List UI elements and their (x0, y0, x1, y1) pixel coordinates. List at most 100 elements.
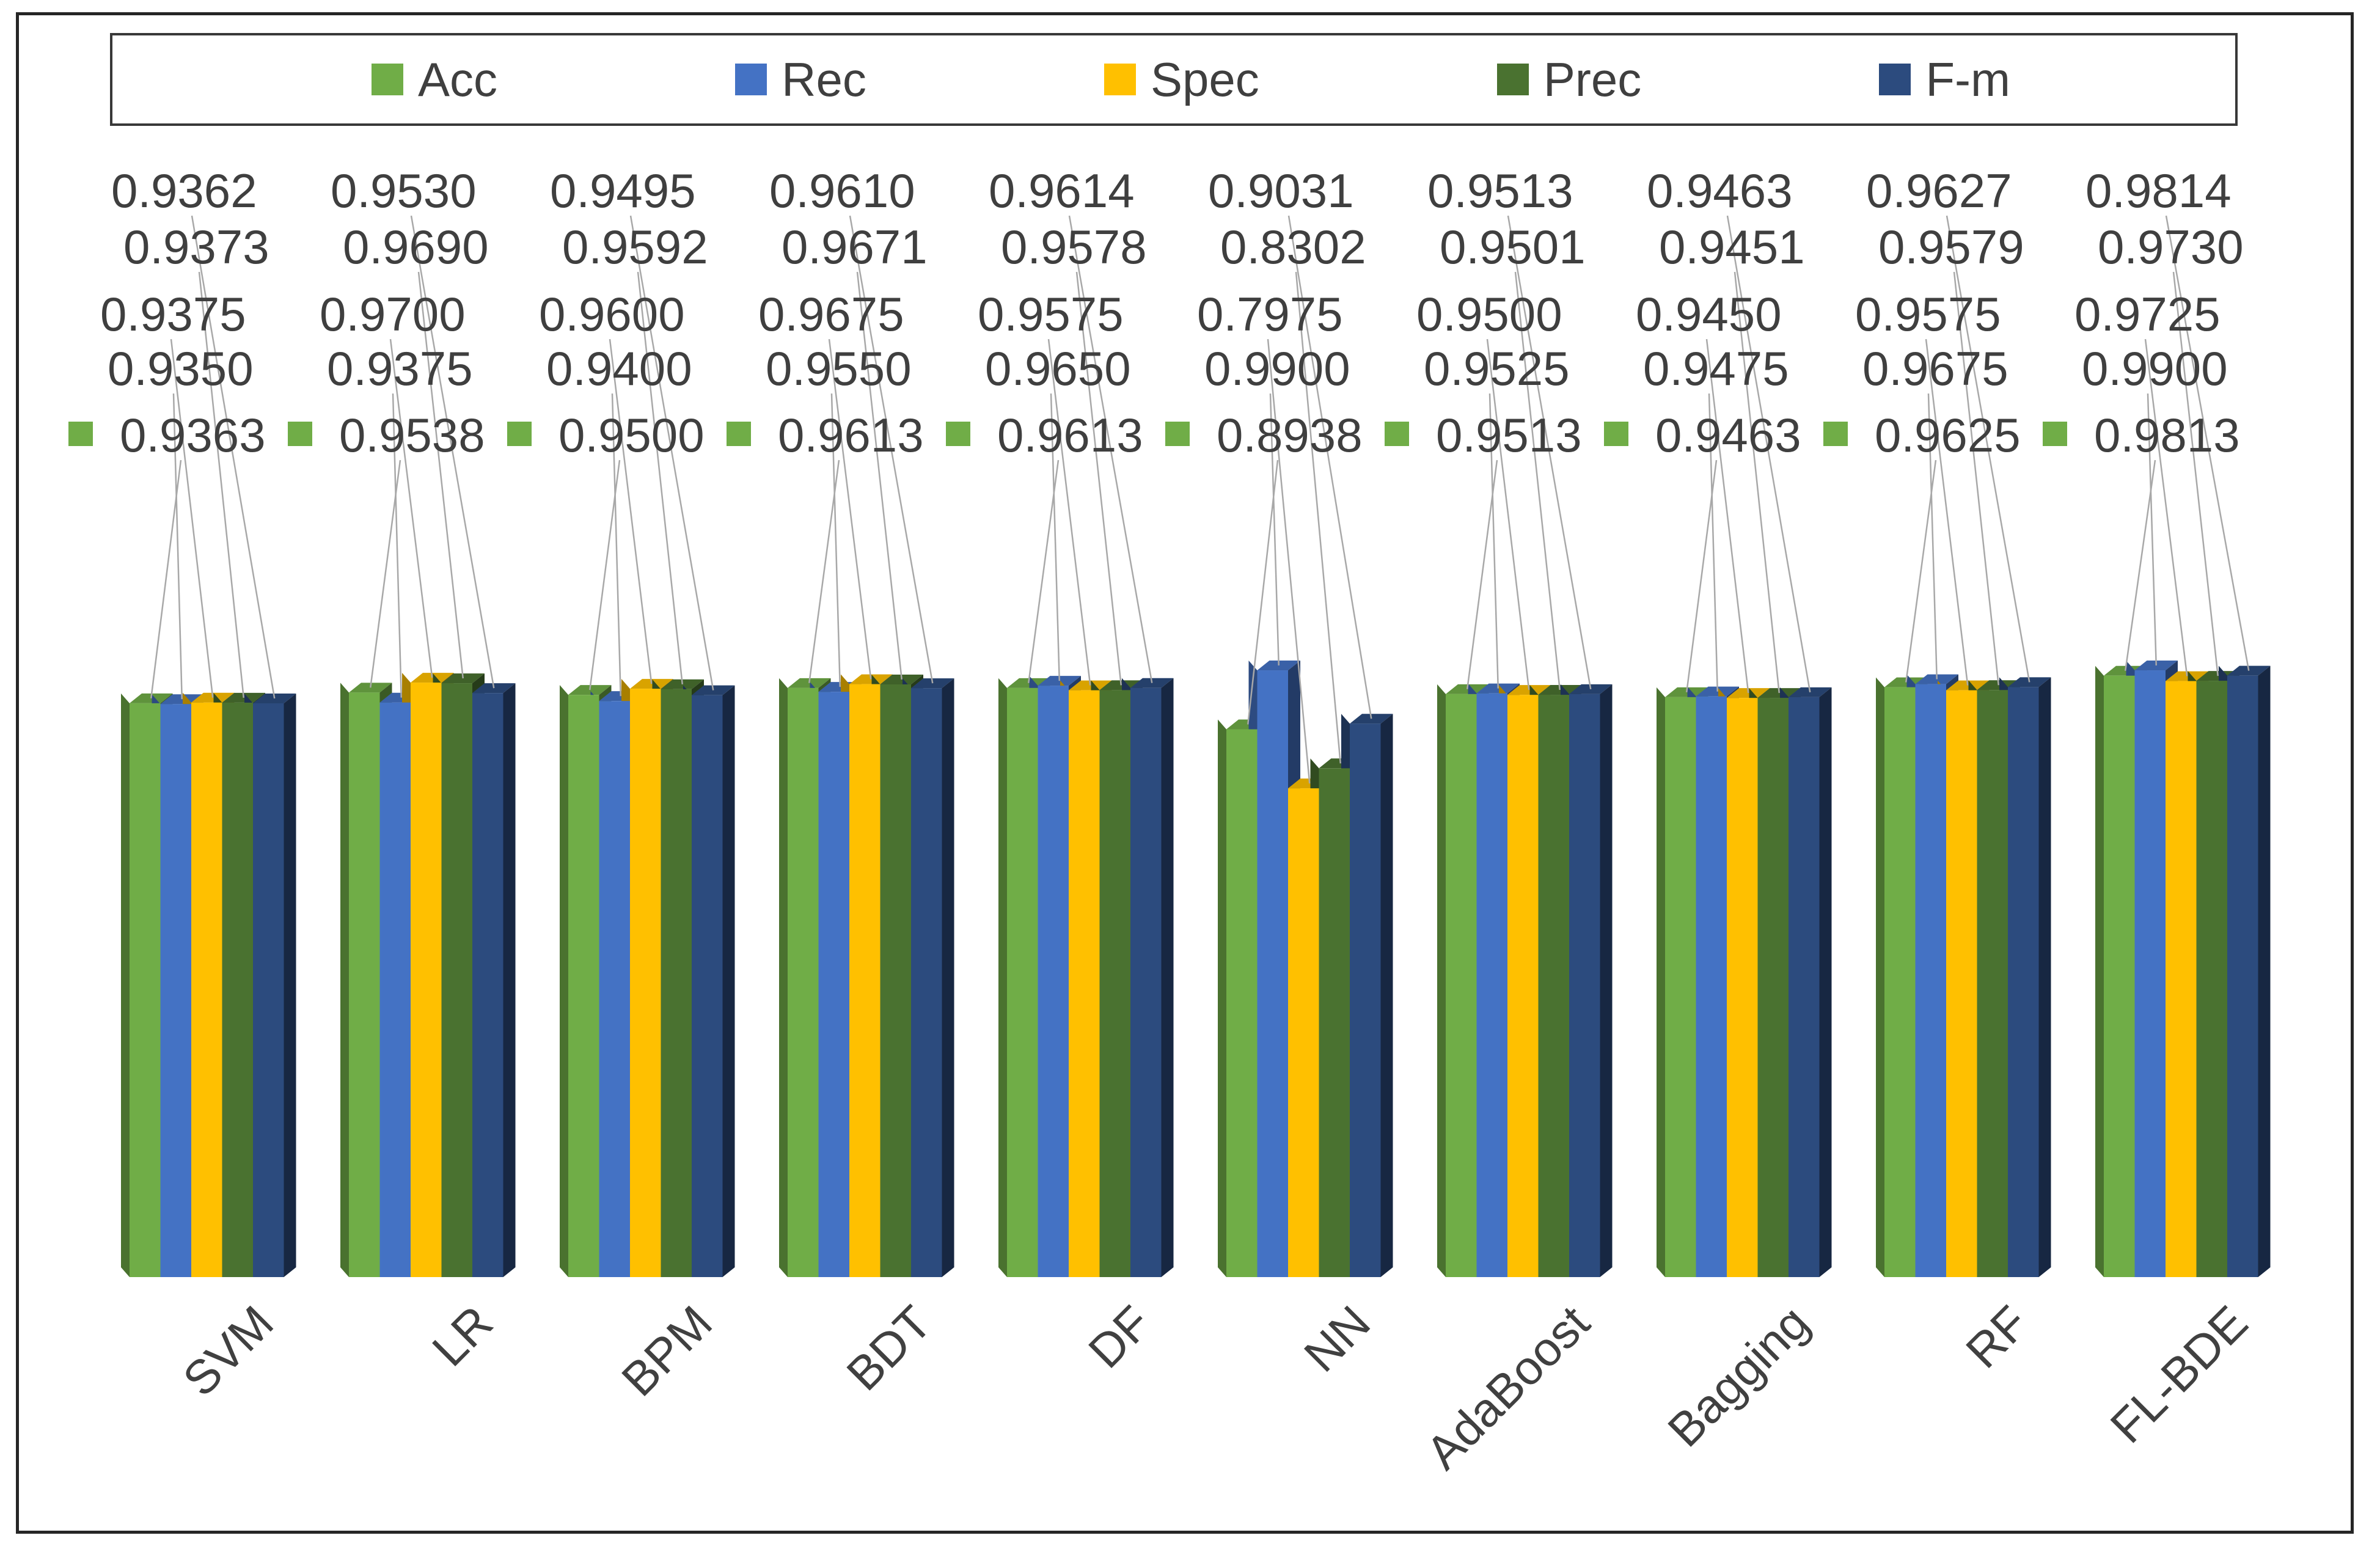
bar-Prec-NN (1319, 768, 1350, 1277)
leader-line-Rec-LR (392, 393, 402, 698)
data-label-Acc-LR: 0.9538 (339, 408, 485, 462)
bar-right-face (1161, 678, 1174, 1277)
leader-line-Acc-DF (1028, 460, 1060, 683)
leader-line-Spec-Bagging (1705, 339, 1749, 694)
data-label-Acc-BDT: 0.9613 (778, 408, 924, 462)
bar-Acc-Bagging (1665, 697, 1696, 1277)
fm-series-key-icon (1879, 64, 1911, 95)
bar-Spec-NN (1288, 788, 1319, 1277)
data-label-Acc-FL-BDE: 0.9813 (2094, 408, 2240, 462)
data-label-Prec-LR: 0.9690 (343, 220, 489, 274)
bar-Acc-DF (1007, 687, 1038, 1277)
bar-F-m-NN (1350, 723, 1381, 1277)
data-label-Acc-BPM: 0.9500 (558, 408, 705, 462)
leader-line-Prec-AdaBoost (1514, 271, 1561, 690)
data-label-Acc-NN: 0.8938 (1217, 408, 1363, 462)
leader-line-Acc-AdaBoost (1466, 460, 1498, 690)
leader-line-F-m-DF (1068, 215, 1153, 683)
bar-F-m-BDT (911, 688, 942, 1277)
category-label-FL-BDE: FL-BDE (2100, 1295, 2258, 1453)
legend-label-spec: Spec (1150, 53, 1259, 106)
leader-line-Prec-RF (1953, 271, 1999, 686)
bar-Spec-BPM (630, 689, 661, 1277)
bar-F-m-DF (1130, 687, 1162, 1277)
category-label-BDT: BDT (836, 1295, 942, 1401)
leader-line-Rec-NN (1269, 393, 1280, 666)
leader-line-F-m-SVM (191, 215, 276, 699)
leader-line-Rec-AdaBoost (1488, 393, 1499, 689)
data-label-F-m-FL-BDE: 0.9814 (2085, 164, 2232, 218)
data-label-Spec-DF: 0.9575 (978, 287, 1124, 341)
leader-line-Acc-BPM (589, 460, 621, 690)
category-label-SVM: SVM (172, 1295, 284, 1407)
acc-series-key-icon (372, 64, 403, 95)
bar-right-face (942, 678, 954, 1277)
bar-left-face (998, 678, 1007, 1277)
acc-key-marker-icon (68, 422, 93, 446)
leader-line-Spec-BPM (609, 339, 653, 684)
bar-F-m-SVM (253, 703, 284, 1277)
bar-cluster-AdaBoost (1437, 683, 1613, 1277)
data-label-Rec-BPM: 0.9400 (546, 342, 692, 395)
leader-line-Prec-NN (1295, 271, 1341, 764)
bar-cluster-NN (1218, 661, 1393, 1277)
data-label-Spec-Bagging: 0.9450 (1636, 287, 1782, 341)
data-label-Spec-BDT: 0.9675 (758, 287, 904, 341)
data-label-Acc-Bagging: 0.9463 (1655, 408, 1801, 462)
acc-key-marker-icon (1385, 422, 1409, 446)
bar-right-face (284, 693, 296, 1277)
data-label-F-m-LR: 0.9530 (331, 164, 477, 218)
leader-line-Prec-BDT (856, 271, 903, 680)
data-label-F-m-NN: 0.9031 (1208, 164, 1354, 218)
bar-left-face (121, 693, 130, 1277)
data-label-Rec-LR: 0.9375 (327, 342, 473, 395)
bar-left-face (1876, 677, 1884, 1277)
bar-F-m-LR (472, 693, 503, 1277)
bar-Rec-BPM (599, 701, 630, 1277)
bar-Prec-Bagging (1757, 698, 1789, 1277)
bar-Rec-FL-BDE (2134, 670, 2166, 1277)
data-label-Spec-RF: 0.9575 (1855, 287, 2001, 341)
bar-Acc-BDT (788, 687, 819, 1277)
leader-line-F-m-BDT (849, 215, 934, 684)
leader-line-Spec-FL-BDE (2144, 339, 2188, 676)
leader-line-F-m-NN (1287, 215, 1372, 719)
bar-right-face (2038, 677, 2051, 1277)
leader-line-Prec-FL-BDE (2172, 271, 2219, 676)
bar-Prec-RF (1977, 690, 2008, 1277)
bar-cluster-SVM (121, 692, 296, 1277)
bar-F-m-RF (2008, 687, 2039, 1277)
leader-line-Acc-RF (1905, 460, 1937, 683)
bar-Spec-DF (1069, 690, 1100, 1277)
leader-line-Rec-BPM (611, 393, 621, 697)
category-label-AdaBoost: AdaBoost (1416, 1295, 1600, 1480)
data-label-Acc-DF: 0.9613 (997, 408, 1143, 462)
acc-key-marker-icon (1604, 422, 1628, 446)
bar-Spec-LR (411, 683, 442, 1277)
data-label-Spec-FL-BDE: 0.9725 (2074, 287, 2221, 341)
leader-line-Prec-DF (1075, 271, 1122, 686)
category-label-BPM: BPM (611, 1295, 722, 1407)
legend-item-fm: F-m (1879, 56, 2010, 103)
legend-item-prec: Prec (1496, 53, 1642, 106)
bar-Spec-BDT (849, 684, 881, 1277)
acc-key-marker-icon (288, 422, 312, 446)
acc-key-marker-icon (727, 422, 751, 446)
data-label-Prec-RF: 0.9579 (1878, 220, 2024, 274)
legend-label-prec: Prec (1543, 53, 1642, 106)
leader-line-F-m-FL-BDE (2165, 215, 2250, 671)
bar-Prec-SVM (222, 702, 253, 1277)
bars-layer (121, 661, 2271, 1277)
bar-F-m-BPM (692, 695, 723, 1277)
bar-Rec-NN (1257, 670, 1288, 1277)
leader-line-Rec-Bagging (1708, 393, 1718, 692)
leader-line-Spec-BDT (828, 339, 872, 679)
bar-Rec-LR (379, 702, 411, 1277)
bar-left-face (340, 683, 349, 1277)
bar-left-face (1437, 684, 1446, 1277)
acc-key-marker-icon (1165, 422, 1190, 446)
bar-left-face (1218, 719, 1226, 1277)
data-label-Prec-NN: 0.8302 (1220, 220, 1366, 274)
figure-border (16, 12, 2354, 1534)
